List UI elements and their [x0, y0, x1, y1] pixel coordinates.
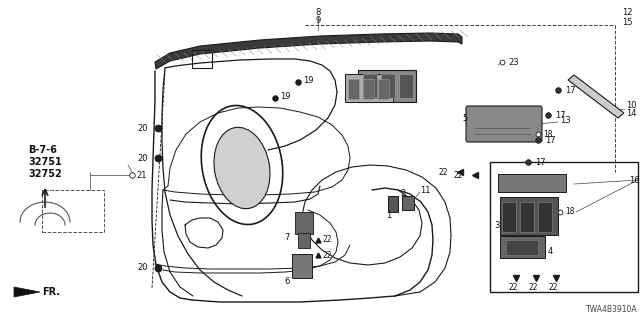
Polygon shape	[155, 33, 462, 69]
Bar	[345, 74, 393, 102]
Text: 5: 5	[462, 114, 467, 123]
Text: 10: 10	[626, 100, 637, 109]
Bar	[348, 79, 359, 99]
Text: 22: 22	[322, 251, 332, 260]
Text: 12: 12	[622, 7, 632, 17]
Bar	[298, 233, 310, 248]
Bar	[502, 202, 516, 232]
Text: 17: 17	[565, 85, 575, 94]
Text: 22: 22	[438, 167, 448, 177]
Polygon shape	[14, 287, 40, 297]
Text: 20: 20	[138, 154, 148, 163]
Bar	[192, 50, 212, 68]
Text: 14: 14	[626, 108, 637, 117]
Ellipse shape	[214, 127, 270, 209]
Text: 32751: 32751	[28, 157, 61, 167]
Text: 8: 8	[316, 7, 321, 17]
Bar	[292, 254, 312, 278]
Text: FR.: FR.	[42, 287, 60, 297]
Text: 11: 11	[420, 186, 431, 195]
Text: B-7-6: B-7-6	[28, 145, 57, 155]
Bar	[402, 196, 414, 210]
Text: 19: 19	[280, 92, 291, 100]
Bar	[363, 79, 374, 99]
Text: 22: 22	[508, 284, 518, 292]
Text: 17: 17	[555, 110, 566, 119]
Text: 23: 23	[508, 58, 518, 67]
Text: 4: 4	[548, 247, 553, 257]
Bar	[520, 202, 534, 232]
FancyBboxPatch shape	[466, 106, 542, 142]
Bar	[538, 202, 552, 232]
Text: 9: 9	[316, 15, 321, 25]
Bar	[381, 74, 395, 98]
Text: 18: 18	[543, 130, 552, 139]
Bar	[506, 240, 538, 255]
Text: 20: 20	[138, 263, 148, 273]
Bar	[399, 74, 413, 98]
Text: 21: 21	[136, 171, 147, 180]
Text: 22: 22	[528, 284, 538, 292]
Text: 13: 13	[560, 116, 571, 124]
Text: 1: 1	[386, 212, 391, 220]
Text: 17: 17	[535, 157, 546, 166]
Text: 22: 22	[322, 236, 332, 244]
Bar	[490, 162, 638, 292]
Bar	[500, 236, 545, 258]
Bar	[388, 196, 398, 212]
Text: 3: 3	[494, 220, 499, 229]
Text: 7: 7	[285, 234, 290, 243]
Text: TWA4B3910A: TWA4B3910A	[586, 306, 638, 315]
Bar	[363, 74, 377, 98]
Text: 19: 19	[303, 76, 314, 84]
Bar	[378, 79, 389, 99]
Bar	[500, 197, 558, 235]
Text: 20: 20	[138, 124, 148, 132]
Text: 22: 22	[454, 171, 463, 180]
Bar	[498, 174, 566, 192]
Text: 32752: 32752	[28, 169, 61, 179]
Text: 17: 17	[545, 135, 556, 145]
Text: 16: 16	[629, 175, 640, 185]
Polygon shape	[568, 75, 624, 118]
Bar	[295, 212, 313, 234]
Text: 15: 15	[622, 18, 632, 27]
Text: 18: 18	[565, 207, 575, 217]
Text: 22: 22	[548, 284, 557, 292]
Bar	[358, 70, 416, 102]
Text: 6: 6	[285, 277, 290, 286]
Text: 2: 2	[400, 189, 405, 198]
Bar	[42, 190, 104, 232]
